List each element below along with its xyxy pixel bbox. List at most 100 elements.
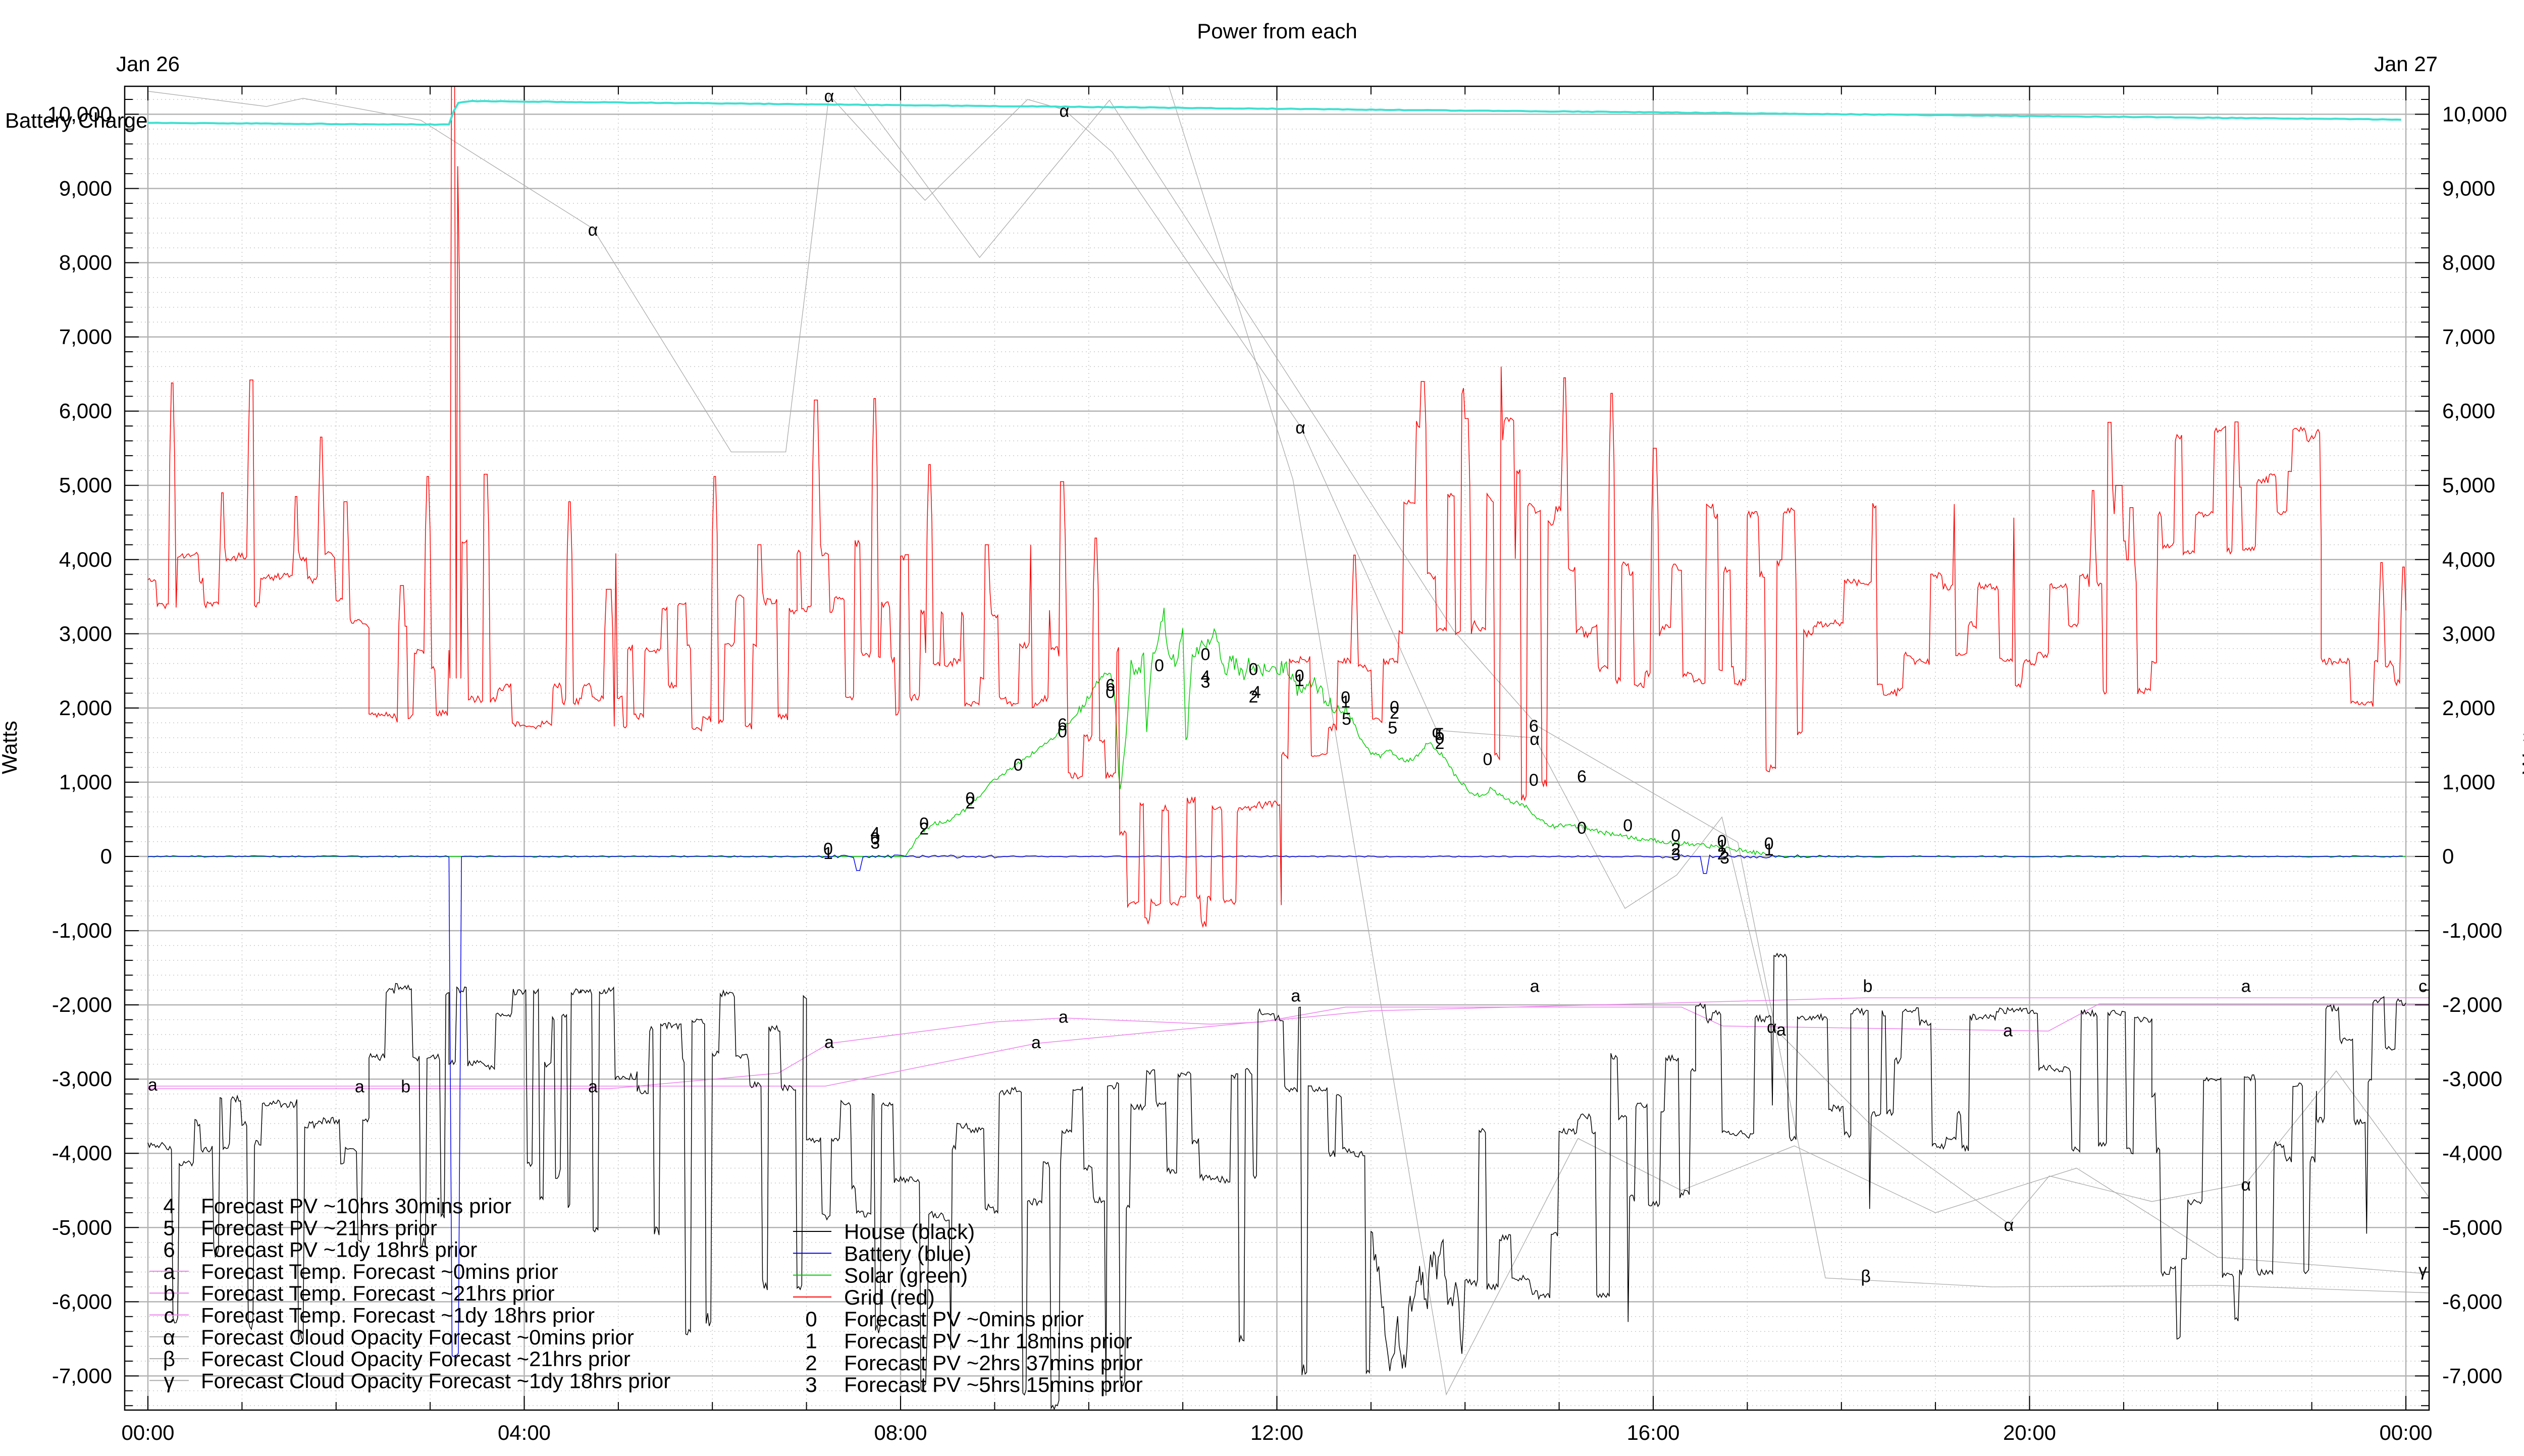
svg-text:α: α (824, 87, 834, 106)
svg-text:6,000: 6,000 (2442, 399, 2495, 423)
svg-text:2: 2 (1671, 840, 1680, 859)
svg-text:-5,000: -5,000 (2442, 1215, 2502, 1239)
svg-text:20:00: 20:00 (2003, 1421, 2056, 1444)
svg-text:Forecast PV ~21hrs prior: Forecast PV ~21hrs prior (201, 1216, 437, 1239)
svg-text:2: 2 (1435, 734, 1444, 753)
svg-text:Jan 26: Jan 26 (116, 52, 180, 76)
svg-text:3: 3 (1720, 848, 1729, 868)
svg-text:2,000: 2,000 (2442, 696, 2495, 720)
svg-text:Watts: Watts (0, 721, 21, 774)
svg-text:Solar (green): Solar (green) (844, 1264, 968, 1287)
svg-text:a: a (163, 1260, 175, 1283)
svg-text:Forecast PV ~1dy 18hrs prior: Forecast PV ~1dy 18hrs prior (201, 1238, 477, 1262)
svg-text:a: a (1031, 1033, 1041, 1052)
svg-text:-2,000: -2,000 (2442, 993, 2502, 1016)
svg-text:0: 0 (1483, 750, 1493, 769)
svg-text:0: 0 (1154, 656, 1164, 675)
svg-text:-7,000: -7,000 (2442, 1364, 2502, 1387)
svg-text:Battery (blue): Battery (blue) (844, 1242, 971, 1265)
svg-text:0: 0 (1435, 729, 1444, 748)
svg-text:5: 5 (163, 1216, 175, 1239)
svg-text:Forecast Cloud Opacity Forecas: Forecast Cloud Opacity Forecast ~21hrs p… (201, 1347, 630, 1371)
svg-text:16:00: 16:00 (1626, 1421, 1679, 1444)
svg-text:7,000: 7,000 (59, 325, 112, 349)
svg-text:Forecast Temp. Forecast ~1dy 1: Forecast Temp. Forecast ~1dy 18hrs prior (201, 1304, 595, 1327)
svg-text:2: 2 (1248, 687, 1258, 707)
svg-text:08:00: 08:00 (874, 1421, 927, 1444)
svg-text:0: 0 (1200, 645, 1210, 664)
svg-text:0: 0 (2442, 844, 2454, 868)
svg-text:a: a (2003, 1021, 2013, 1041)
svg-text:b: b (401, 1077, 410, 1097)
svg-text:Forecast PV ~2hrs 37mins prior: Forecast PV ~2hrs 37mins prior (844, 1351, 1143, 1375)
svg-text:7,000: 7,000 (2442, 325, 2495, 349)
svg-text:4: 4 (1200, 667, 1210, 686)
svg-text:0: 0 (919, 814, 929, 833)
svg-text:4,000: 4,000 (2442, 548, 2495, 571)
svg-text:1,000: 1,000 (2442, 770, 2495, 794)
svg-text:6,000: 6,000 (59, 399, 112, 423)
svg-text:5,000: 5,000 (59, 473, 112, 497)
svg-text:0: 0 (1671, 826, 1680, 845)
svg-text:House (black): House (black) (844, 1220, 975, 1244)
svg-text:Forecast PV ~10hrs 30mins prio: Forecast PV ~10hrs 30mins prior (201, 1194, 511, 1218)
svg-text:12:00: 12:00 (1250, 1421, 1303, 1444)
svg-text:Forecast PV ~1hr 18mins prior: Forecast PV ~1hr 18mins prior (844, 1329, 1132, 1353)
svg-text:-5,000: -5,000 (52, 1215, 112, 1239)
svg-text:Watts: Watts (2518, 721, 2524, 774)
svg-text:0: 0 (1248, 660, 1258, 679)
svg-text:6: 6 (1058, 715, 1067, 734)
svg-text:8,000: 8,000 (2442, 251, 2495, 275)
svg-text:0: 0 (1014, 756, 1023, 775)
svg-text:0: 0 (1341, 688, 1350, 707)
svg-text:-6,000: -6,000 (52, 1289, 112, 1313)
svg-text:5: 5 (1342, 710, 1351, 729)
svg-text:c: c (164, 1304, 175, 1327)
svg-text:a: a (148, 1075, 157, 1095)
svg-text:0: 0 (1058, 722, 1067, 741)
svg-text:1: 1 (823, 844, 833, 863)
svg-text:2: 2 (1390, 704, 1399, 723)
svg-text:Power from each: Power from each (1197, 19, 1357, 43)
svg-text:a: a (2241, 977, 2251, 996)
svg-text:Battery Charge: Battery Charge (5, 109, 147, 132)
svg-text:0: 0 (1529, 771, 1539, 790)
svg-text:-4,000: -4,000 (52, 1141, 112, 1165)
svg-text:1: 1 (1341, 692, 1350, 712)
svg-text:0: 0 (1717, 832, 1727, 851)
svg-text:a: a (1530, 977, 1540, 996)
svg-text:γ: γ (2418, 1261, 2427, 1280)
svg-text:Forecast Cloud Opacity Forecas: Forecast Cloud Opacity Forecast ~1dy 18h… (201, 1369, 670, 1392)
svg-text:a: a (824, 1033, 834, 1052)
svg-text:5,000: 5,000 (2442, 473, 2495, 497)
svg-text:1: 1 (1764, 840, 1774, 859)
svg-text:0: 0 (1295, 667, 1304, 686)
svg-text:9,000: 9,000 (59, 177, 112, 200)
svg-text:b: b (1863, 977, 1872, 996)
svg-text:00:00: 00:00 (2379, 1421, 2432, 1444)
svg-text:4,000: 4,000 (59, 548, 112, 571)
svg-text:1: 1 (805, 1329, 817, 1353)
svg-text:0: 0 (823, 839, 833, 858)
svg-text:3: 3 (805, 1373, 817, 1396)
svg-text:6: 6 (1106, 676, 1115, 695)
svg-text:α: α (2241, 1175, 2251, 1195)
svg-text:α: α (2004, 1216, 2014, 1235)
svg-text:0: 0 (805, 1307, 817, 1331)
svg-text:0: 0 (870, 829, 880, 848)
svg-text:1,000: 1,000 (59, 770, 112, 794)
svg-text:1: 1 (1717, 837, 1727, 856)
svg-text:1: 1 (1295, 671, 1304, 690)
svg-text:α: α (1767, 1017, 1777, 1037)
svg-text:β: β (1861, 1267, 1871, 1286)
svg-text:0: 0 (1764, 834, 1774, 853)
svg-text:8,000: 8,000 (59, 251, 112, 275)
svg-text:γ: γ (164, 1369, 175, 1392)
svg-text:4: 4 (870, 824, 880, 843)
svg-text:-6,000: -6,000 (2442, 1289, 2502, 1313)
svg-text:-3,000: -3,000 (2442, 1067, 2502, 1091)
svg-text:Grid (red): Grid (red) (844, 1285, 935, 1309)
svg-text:10,000: 10,000 (2442, 102, 2507, 126)
svg-text:a: a (588, 1077, 598, 1097)
svg-text:0: 0 (1106, 683, 1115, 702)
